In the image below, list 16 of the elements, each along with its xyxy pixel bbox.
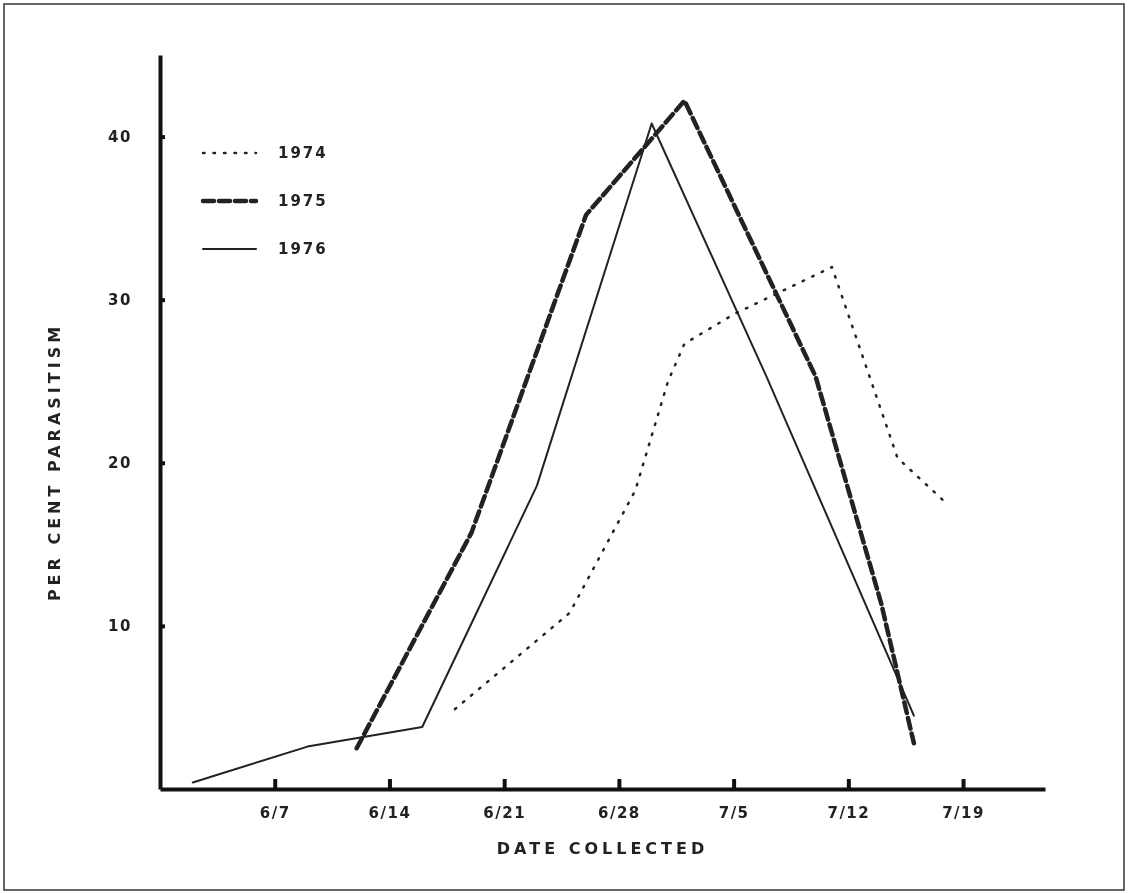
y-axis-title: PER CENT PARASITISM [45, 322, 64, 602]
x-tick-label: 6/7 [259, 803, 291, 822]
x-tick-label: 7/5 [718, 803, 750, 822]
y-tick-label: 20 [108, 454, 132, 473]
x-tick-label: 7/12 [827, 803, 871, 822]
x-tick-label: 6/14 [368, 803, 412, 822]
y-tick-label: 40 [108, 127, 132, 146]
x-tick-label: 7/19 [942, 803, 985, 822]
y-tick-label: 30 [108, 290, 132, 309]
legend-label: 1974 [278, 144, 328, 162]
x-tick-label: 6/21 [483, 803, 527, 822]
x-axis-title: DATE COLLECTED [496, 839, 709, 858]
legend-label: 1975 [278, 192, 328, 210]
x-tick-label: 6/28 [597, 803, 641, 822]
y-tick-label: 10 [108, 617, 132, 636]
legend-label: 1976 [278, 240, 328, 258]
